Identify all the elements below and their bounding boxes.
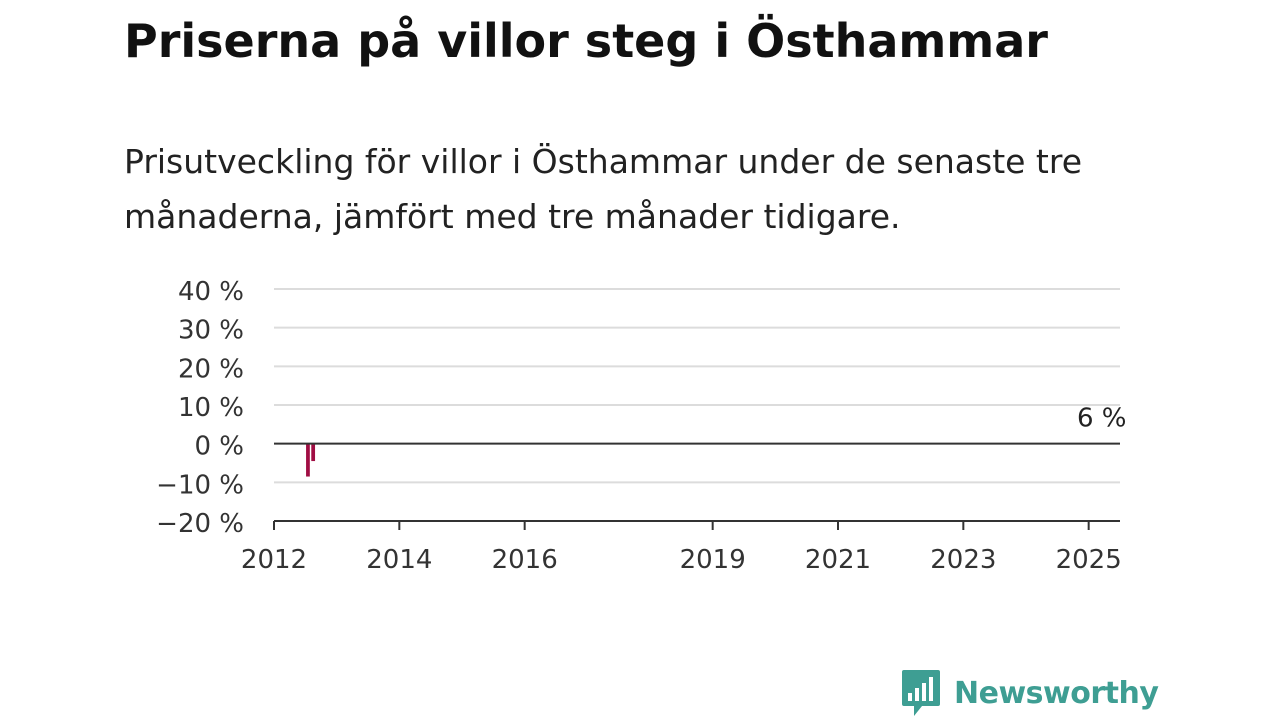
y-tick-label: 0 % bbox=[194, 432, 244, 462]
x-tick-label: 2023 bbox=[930, 545, 996, 575]
chart-subtitle: Prisutveckling för villor i Östhammar un… bbox=[124, 142, 1083, 236]
value-annotation: 6 % bbox=[1077, 404, 1127, 434]
x-tick-label: 2012 bbox=[241, 545, 307, 575]
y-tick-label: −20 % bbox=[156, 509, 244, 539]
y-tick-label: 20 % bbox=[178, 354, 244, 384]
chart-title: Priserna på villor steg i Östhammar bbox=[124, 14, 1048, 68]
bar bbox=[306, 443, 310, 477]
x-tick-label: 2014 bbox=[366, 545, 432, 575]
x-tick-label: 2021 bbox=[805, 545, 871, 575]
y-tick-label: 10 % bbox=[178, 393, 244, 423]
x-tick-label: 2019 bbox=[680, 545, 746, 575]
x-tick-label: 2025 bbox=[1056, 545, 1122, 575]
y-tick-label: −10 % bbox=[156, 470, 244, 500]
x-tick-label: 2016 bbox=[492, 545, 558, 575]
bar bbox=[311, 443, 316, 462]
newsworthy-logo: Newsworthy bbox=[900, 668, 1159, 718]
newsworthy-logo-text: Newsworthy bbox=[954, 675, 1159, 711]
newsworthy-logo-icon bbox=[902, 670, 940, 716]
y-tick-label: 40 % bbox=[178, 277, 244, 307]
y-tick-label: 30 % bbox=[178, 316, 244, 346]
